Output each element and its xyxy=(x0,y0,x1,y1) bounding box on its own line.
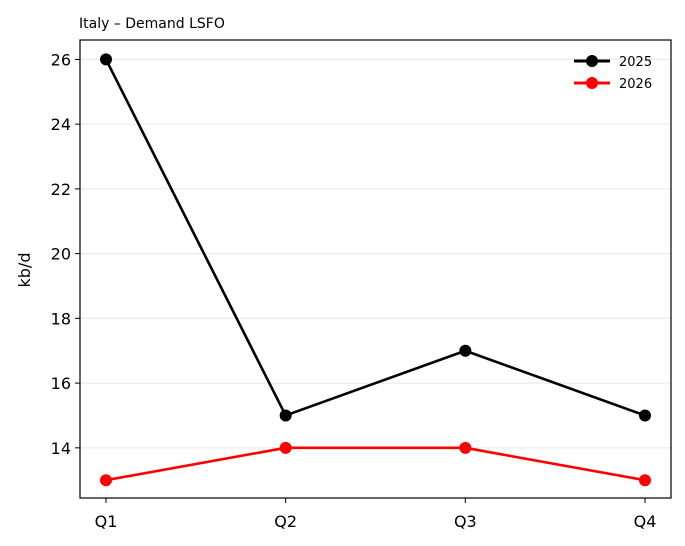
data-point xyxy=(100,53,112,66)
legend-swatch-marker xyxy=(586,77,598,89)
y-tick-label: 16 xyxy=(51,374,71,393)
data-point xyxy=(279,409,292,422)
legend: 2025 2026 xyxy=(574,55,652,92)
y-tick-label: 14 xyxy=(51,439,71,458)
data-point xyxy=(639,409,651,422)
y-tick-label: 18 xyxy=(51,309,71,328)
data-point xyxy=(639,474,651,487)
x-tick-label: Q4 xyxy=(634,512,657,531)
plot-frame xyxy=(79,39,672,499)
y-axis-label: kb/d xyxy=(15,253,34,288)
series-line xyxy=(105,446,646,482)
series-2026 xyxy=(100,441,651,487)
x-tick-label: Q2 xyxy=(274,512,297,531)
y-tick-label: 22 xyxy=(51,180,71,199)
y-axis-ticks: 14 16 18 20 22 24 26 xyxy=(51,50,80,458)
x-tick-label: Q1 xyxy=(95,512,118,531)
series-line xyxy=(104,58,646,417)
y-tick-label: 26 xyxy=(51,50,71,69)
legend-label: 2025 xyxy=(619,55,652,70)
legend-item: 2026 xyxy=(574,77,652,92)
series-2025 xyxy=(100,53,651,422)
legend-swatch-marker xyxy=(586,55,598,67)
gridlines xyxy=(80,58,671,449)
data-point xyxy=(279,441,292,454)
series-layer xyxy=(100,53,651,487)
legend-label: 2026 xyxy=(619,77,652,92)
y-tick-label: 24 xyxy=(51,115,71,134)
data-point xyxy=(100,474,112,487)
x-axis-ticks: Q1 Q2 Q3 Q4 xyxy=(95,498,657,531)
x-tick-label: Q3 xyxy=(454,512,477,531)
y-tick-label: 20 xyxy=(51,245,71,264)
legend-item: 2025 xyxy=(574,55,652,70)
chart-title: Italy – Demand LSFO xyxy=(79,16,225,32)
data-point xyxy=(459,344,472,357)
data-point xyxy=(459,441,472,454)
